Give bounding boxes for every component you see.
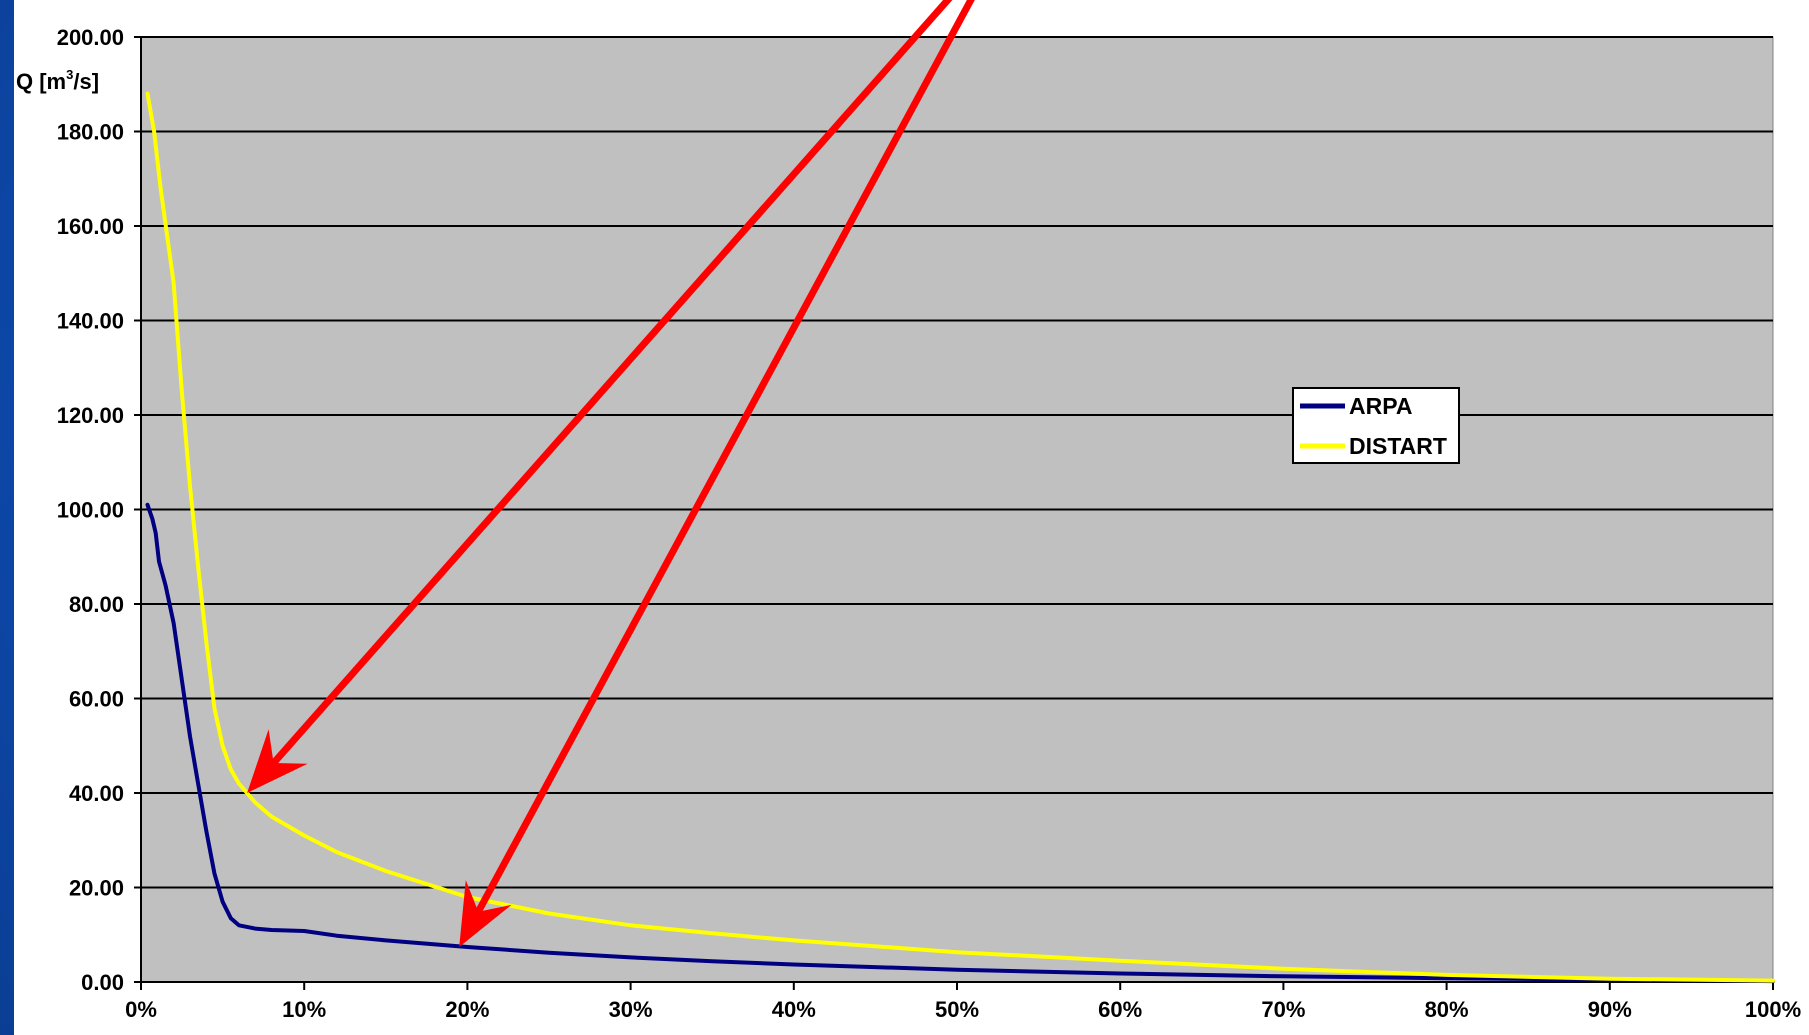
annotation-arrow-head-0 xyxy=(247,729,308,793)
y-tick-label-0: 0.00 xyxy=(81,970,124,995)
y-axis-label-tail: /s] xyxy=(73,69,99,94)
x-tick-label-2: 20% xyxy=(445,997,489,1022)
annotation-arrow-shaft-1 xyxy=(475,0,975,914)
series-line-arpa xyxy=(145,502,1775,984)
legend: ARPA DISTART xyxy=(1292,387,1460,464)
y-tick-label-7: 140.00 xyxy=(57,309,124,334)
y-axis-label: Q [m3/s] xyxy=(16,67,99,94)
series-lines xyxy=(145,91,1775,984)
axes xyxy=(134,36,1774,990)
annotation-arrow-shaft-0 xyxy=(270,0,953,766)
y-tick-label-2: 40.00 xyxy=(69,781,124,806)
series-line-distart xyxy=(145,91,1775,983)
y-tick-label-1: 20.00 xyxy=(69,876,124,901)
y-tick-label-4: 80.00 xyxy=(69,592,124,617)
x-tick-label-7: 70% xyxy=(1261,997,1305,1022)
y-tick-label-9: 180.00 xyxy=(57,120,124,145)
x-tick-labels: 0% 10% 20% 30% 40% 50% 60% 70% 80% 90% 100% xyxy=(125,997,1801,1022)
y-tick-label-5: 100.00 xyxy=(57,498,124,523)
y-tick-label-10: 200.00 xyxy=(57,25,124,50)
x-tick-label-8: 80% xyxy=(1425,997,1469,1022)
x-tick-label-0: 0% xyxy=(125,997,157,1022)
x-tick-label-9: 90% xyxy=(1588,997,1632,1022)
y-axis-label-sup: 3 xyxy=(66,67,73,82)
legend-box xyxy=(1292,387,1460,464)
x-tick-label-4: 40% xyxy=(772,997,816,1022)
x-tick-label-1: 10% xyxy=(282,997,326,1022)
y-tick-label-3: 60.00 xyxy=(69,687,124,712)
legend-label-arpa: ARPA xyxy=(1349,393,1412,419)
y-tick-label-8: 160.00 xyxy=(57,214,124,239)
y-tick-labels: 0.00 20.00 40.00 60.00 80.00 100.00 120.00 140.… xyxy=(57,25,124,995)
x-tick-label-6: 60% xyxy=(1098,997,1142,1022)
y-axis-label-base: Q [m xyxy=(16,69,66,94)
y-tick-label-6: 120.00 xyxy=(57,403,124,428)
x-tick-label-5: 50% xyxy=(935,997,979,1022)
annotation-arrow-head-1 xyxy=(459,880,512,947)
annotation-arrows xyxy=(247,0,975,947)
x-tick-label-3: 30% xyxy=(609,997,653,1022)
legend-label-distart: DISTART xyxy=(1349,433,1447,459)
x-tick-label-10: 100% xyxy=(1745,997,1801,1022)
